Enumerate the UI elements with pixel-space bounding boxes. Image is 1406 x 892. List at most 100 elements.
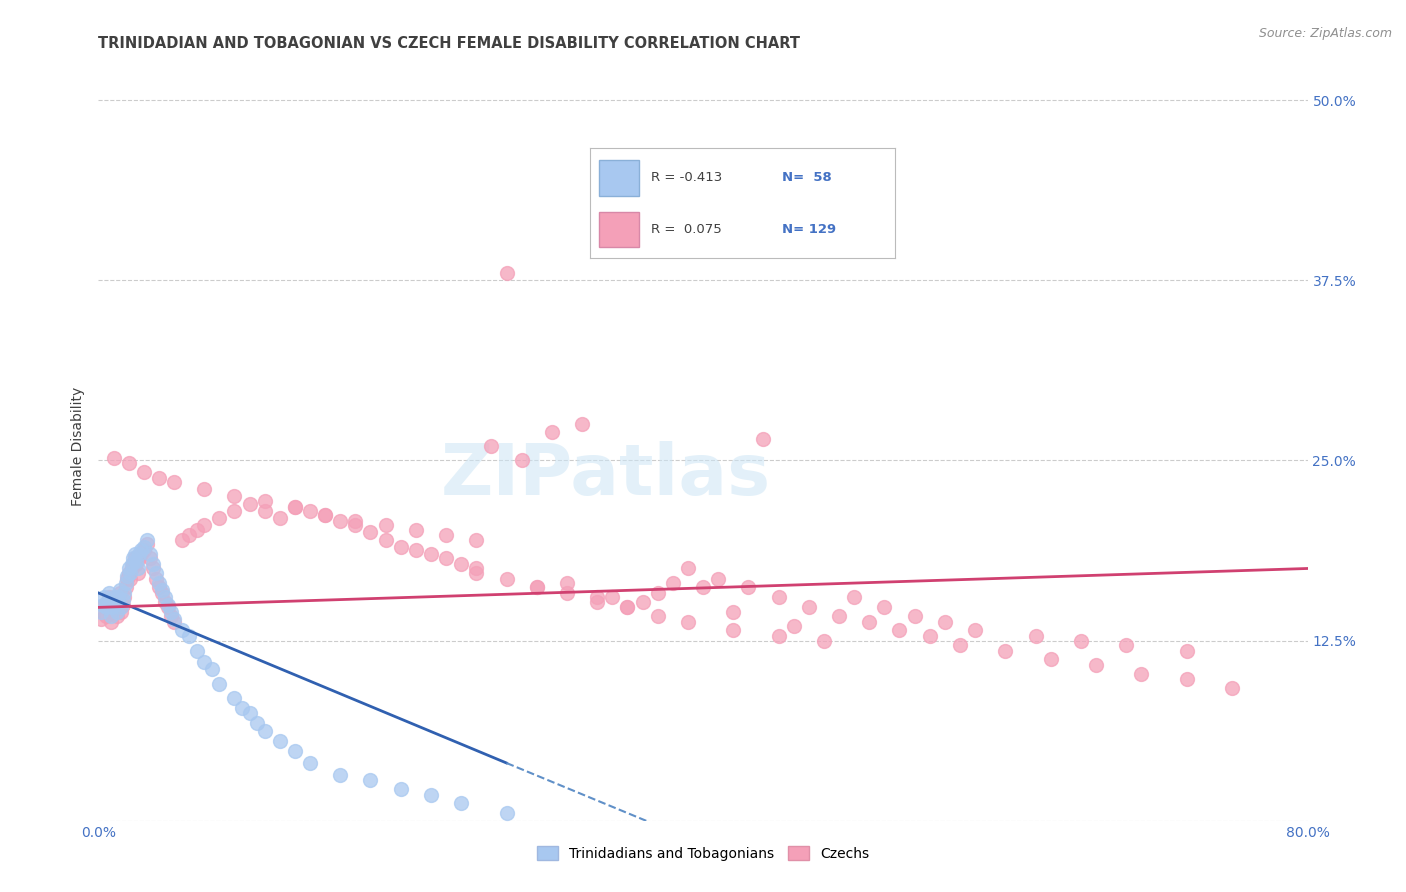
Point: [752, 432, 775, 446]
Point: [90, 605, 112, 619]
Point: [118, 561, 141, 575]
Point: [737, 580, 759, 594]
Point: [284, 500, 307, 514]
Text: ZIPatlas: ZIPatlas: [441, 442, 772, 510]
Point: [98, 586, 121, 600]
Point: [253, 504, 276, 518]
Point: [602, 591, 624, 605]
Point: [344, 514, 367, 528]
Point: [170, 533, 193, 547]
Point: [723, 605, 745, 619]
Point: [768, 591, 790, 605]
Point: [965, 624, 987, 638]
Point: [150, 583, 173, 598]
Point: [299, 504, 322, 518]
Point: [269, 511, 291, 525]
Point: [1130, 666, 1153, 681]
Point: [647, 609, 669, 624]
Point: [135, 537, 157, 551]
Point: [128, 547, 150, 561]
Point: [91, 598, 114, 612]
Point: [405, 523, 427, 537]
Point: [156, 600, 179, 615]
Point: [142, 557, 165, 571]
Point: [179, 629, 201, 643]
Point: [107, 594, 129, 608]
Point: [122, 551, 145, 566]
Point: [405, 542, 427, 557]
Point: [91, 605, 114, 619]
Point: [1115, 638, 1137, 652]
Point: [224, 490, 246, 504]
Point: [100, 609, 122, 624]
Point: [145, 572, 167, 586]
Text: N=  58: N= 58: [782, 171, 832, 185]
Point: [231, 701, 253, 715]
Point: [586, 591, 609, 605]
Point: [314, 508, 336, 523]
Point: [676, 615, 699, 629]
Point: [93, 598, 115, 612]
Point: [723, 624, 745, 638]
Point: [768, 629, 790, 643]
Point: [374, 518, 396, 533]
Text: R =  0.075: R = 0.075: [651, 223, 721, 236]
Point: [224, 504, 246, 518]
Point: [873, 600, 896, 615]
Point: [269, 734, 291, 748]
Point: [813, 633, 835, 648]
Point: [105, 605, 128, 619]
Point: [224, 691, 246, 706]
Point: [360, 773, 382, 788]
Point: [434, 551, 457, 566]
Point: [616, 194, 638, 208]
Point: [555, 586, 578, 600]
Point: [647, 586, 669, 600]
Point: [132, 542, 155, 557]
Point: [253, 493, 276, 508]
Point: [108, 583, 131, 598]
Point: [1220, 681, 1243, 695]
Point: [510, 453, 533, 467]
Point: [616, 600, 638, 615]
Point: [120, 566, 142, 580]
Point: [344, 518, 367, 533]
Y-axis label: Female Disability: Female Disability: [72, 386, 86, 506]
Point: [103, 450, 125, 465]
Point: [148, 471, 170, 485]
Point: [193, 482, 215, 496]
Point: [631, 594, 654, 608]
Point: [1175, 643, 1198, 657]
Point: [104, 598, 127, 612]
Point: [115, 568, 138, 582]
Point: [129, 547, 152, 561]
Text: N= 129: N= 129: [782, 223, 837, 236]
FancyBboxPatch shape: [599, 212, 638, 247]
Point: [163, 615, 186, 629]
Point: [124, 547, 146, 561]
Point: [949, 638, 972, 652]
Point: [153, 594, 176, 608]
Point: [93, 591, 115, 605]
Point: [389, 781, 412, 796]
Point: [127, 566, 149, 580]
Point: [239, 497, 262, 511]
Point: [329, 767, 352, 781]
Point: [186, 643, 208, 657]
Text: R = -0.413: R = -0.413: [651, 171, 723, 185]
Point: [114, 575, 136, 590]
Point: [160, 605, 183, 619]
Point: [121, 557, 143, 571]
Point: [1175, 673, 1198, 687]
Point: [112, 586, 135, 600]
Point: [797, 600, 820, 615]
Point: [139, 551, 162, 566]
Point: [555, 575, 578, 590]
Point: [329, 514, 352, 528]
Point: [374, 533, 396, 547]
Point: [420, 788, 443, 802]
Point: [299, 756, 322, 770]
Point: [132, 540, 155, 554]
Point: [150, 586, 173, 600]
Point: [193, 655, 215, 669]
